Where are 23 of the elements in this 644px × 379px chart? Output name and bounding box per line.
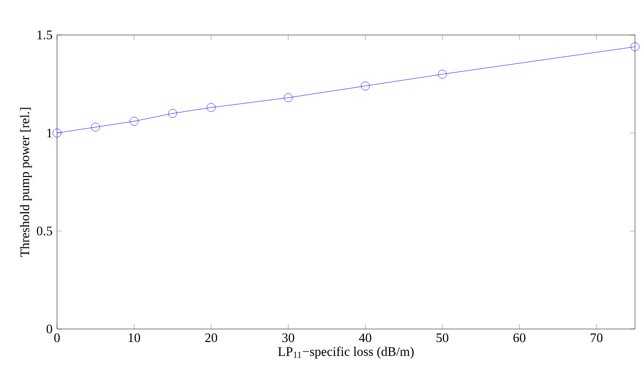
x-tick-label: 10 xyxy=(128,333,140,342)
point xyxy=(630,42,640,52)
x-axis-title: LP$_{11}$−specific loss (dB/m) xyxy=(278,346,414,359)
x-tick-label: 0 xyxy=(54,333,60,342)
x-tick-label: 50 xyxy=(436,333,448,342)
y-tick-label: 0 xyxy=(46,324,52,334)
point xyxy=(360,82,370,90)
x-tick-label: 40 xyxy=(359,333,372,342)
y-tick-label: 1 xyxy=(47,128,52,138)
x-tick-label: 70 xyxy=(590,333,602,342)
point xyxy=(168,109,177,118)
point xyxy=(438,70,447,79)
point xyxy=(52,128,62,138)
point xyxy=(91,122,100,132)
y-tick-label: 1.5 xyxy=(38,30,52,40)
y-axis-title: Threshold pump power [rel.] xyxy=(20,108,32,257)
y-tick-label: 0.5 xyxy=(36,226,52,236)
point xyxy=(130,116,138,126)
point xyxy=(206,103,216,112)
x-tick-label: 30 xyxy=(282,333,294,342)
point xyxy=(284,93,293,102)
x-tick-label: 60 xyxy=(513,333,526,342)
x-tick-label: 20 xyxy=(205,333,218,342)
